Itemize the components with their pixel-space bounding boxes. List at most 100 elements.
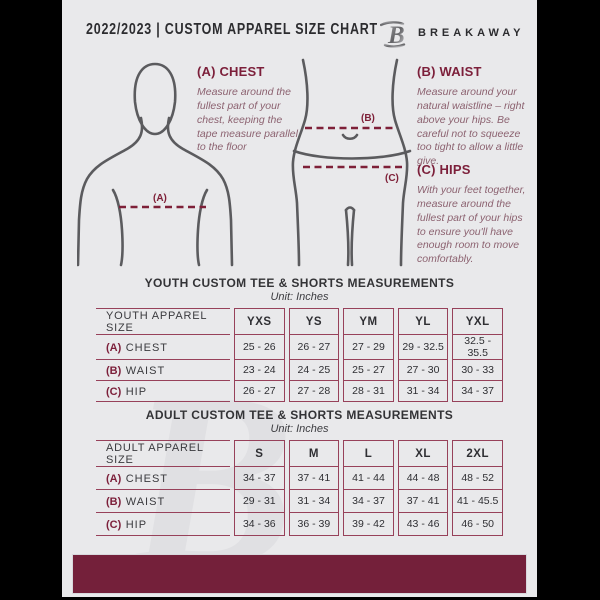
measurement-cell: 31 - 34 <box>288 490 340 513</box>
size-header: M <box>288 440 340 467</box>
waist-instruction-heading: (B) WAIST <box>417 64 482 79</box>
footer-bar <box>72 554 527 594</box>
row-name: WAIST <box>125 496 166 508</box>
chest-instruction-block: (A) CHEST Measure around the fullest par… <box>197 64 303 155</box>
row-name: CHEST <box>125 342 169 354</box>
waist-marker-label: (B) <box>361 113 375 124</box>
measurement-cell: 26 - 27 <box>288 335 340 360</box>
size-header: YXS <box>234 308 285 335</box>
row-prefix: (C) <box>106 519 122 531</box>
brand-lockup: B BREAKAWAY <box>380 18 525 48</box>
size-header: YXL <box>452 308 503 335</box>
size-header: YS <box>288 308 340 335</box>
youth-table-unit: Unit: Inches <box>270 291 329 303</box>
waist-instruction-text: Measure around your natural waistline – … <box>417 86 525 168</box>
row-prefix: (A) <box>106 342 122 354</box>
adult-waist-row: (B) WAIST 29 - 31 31 - 34 34 - 37 37 - 4… <box>96 490 503 513</box>
row-prefix: (B) <box>106 365 122 377</box>
measurement-cell: 41 - 45.5 <box>452 490 503 513</box>
brand-name: BREAKAWAY <box>418 27 525 39</box>
upper-body-diagram: (A) <box>77 62 234 267</box>
youth-table-title: YOUTH CUSTOM TEE & SHORTS MEASUREMENTS <box>144 276 455 290</box>
adult-size-table: ADULT APPAREL SIZE S M L XL 2XL (A) CHES… <box>92 440 507 536</box>
row-prefix: (C) <box>106 386 122 398</box>
chest-marker-label: (A) <box>153 193 167 204</box>
measurement-cell: 41 - 44 <box>343 467 394 490</box>
row-name: WAIST <box>125 365 166 377</box>
row-prefix: (B) <box>106 496 122 508</box>
hips-instruction-block: (C) HIPS With your feet together, measur… <box>417 162 529 267</box>
measurement-cell: 44 - 48 <box>397 467 449 490</box>
breakaway-logo-icon: B <box>380 21 406 48</box>
chest-instruction-heading: (A) CHEST <box>197 64 265 79</box>
row-label: (A) CHEST <box>96 335 230 360</box>
measurement-cell: 34 - 37 <box>234 467 285 490</box>
youth-waist-row: (B) WAIST 23 - 24 24 - 25 25 - 27 27 - 3… <box>96 360 503 381</box>
row-label: (C) HIP <box>96 381 230 402</box>
measurement-cell: 43 - 46 <box>397 513 449 536</box>
measurement-cell: 46 - 50 <box>452 513 503 536</box>
row-label: (A) CHEST <box>96 467 230 490</box>
chest-instruction-text: Measure around the fullest part of your … <box>197 86 298 154</box>
measurement-cell: 37 - 41 <box>397 490 449 513</box>
size-header: YL <box>397 308 449 335</box>
measurement-cell: 27 - 29 <box>343 335 394 360</box>
row-label: (C) HIP <box>96 513 230 536</box>
measurement-cell: 30 - 33 <box>452 360 503 381</box>
row-name: HIP <box>125 386 148 398</box>
crotch-curve <box>344 206 356 212</box>
adult-hip-row: (C) HIP 34 - 36 36 - 39 39 - 42 43 - 46 … <box>96 513 503 536</box>
youth-size-column-header: YOUTH APPAREL SIZE <box>96 308 230 335</box>
size-header: 2XL <box>452 440 503 467</box>
measurement-cell: 27 - 30 <box>397 360 449 381</box>
youth-size-table: YOUTH APPAREL SIZE YXS YS YM YL YXL (A) … <box>92 308 507 402</box>
left-inner-arm-outline <box>111 188 124 267</box>
measurement-cell: 34 - 37 <box>343 490 394 513</box>
row-name: HIP <box>125 519 148 531</box>
measurement-cell: 29 - 31 <box>234 490 285 513</box>
waistband-curve <box>292 149 412 160</box>
adult-chest-row: (A) CHEST 34 - 37 37 - 41 41 - 44 44 - 4… <box>96 467 503 490</box>
adult-table-title: ADULT CUSTOM TEE & SHORTS MEASUREMENTS <box>145 408 454 422</box>
youth-header-row: YOUTH APPAREL SIZE YXS YS YM YL YXL <box>96 308 503 335</box>
size-header: S <box>234 440 285 467</box>
measurement-cell: 39 - 42 <box>343 513 394 536</box>
waist-instruction-block: (B) WAIST Measure around your natural wa… <box>417 64 529 169</box>
measurement-cell: 48 - 52 <box>452 467 503 490</box>
youth-hip-row: (C) HIP 26 - 27 27 - 28 28 - 31 31 - 34 … <box>96 381 503 402</box>
measurement-cell: 24 - 25 <box>288 360 340 381</box>
measurement-cell: 36 - 39 <box>288 513 340 536</box>
hips-instruction-text: With your feet together, measure around … <box>417 184 526 266</box>
measurement-cell: 29 - 32.5 <box>397 335 449 360</box>
left-hip-leg-outline <box>291 58 309 267</box>
left-shoulder-arm-outline <box>77 116 144 267</box>
right-inner-arm-outline <box>196 188 209 267</box>
row-label: (B) WAIST <box>96 490 230 513</box>
svg-text:B: B <box>387 22 405 48</box>
hip-marker-label: (C) <box>385 173 399 184</box>
navel-mark <box>341 133 359 141</box>
measurement-cell: 23 - 24 <box>234 360 285 381</box>
size-header: L <box>343 440 394 467</box>
size-header: YM <box>343 308 394 335</box>
head-outline <box>133 62 177 136</box>
hips-instruction-heading: (C) HIPS <box>417 162 471 177</box>
measurement-cell: 28 - 31 <box>343 381 394 402</box>
measurement-cell: 34 - 36 <box>234 513 285 536</box>
row-prefix: (A) <box>106 473 122 485</box>
measurement-cell: 27 - 28 <box>288 381 340 402</box>
measurement-cell: 31 - 34 <box>397 381 449 402</box>
page-title: 2022/2023 | CUSTOM APPAREL SIZE CHART <box>86 21 378 38</box>
right-hip-leg-outline <box>391 58 409 267</box>
adult-table-unit: Unit: Inches <box>270 423 329 435</box>
lower-body-diagram: (B) (C) <box>291 58 412 267</box>
measurement-cell: 25 - 26 <box>234 335 285 360</box>
right-inner-leg-outline <box>350 208 356 267</box>
youth-chest-row: (A) CHEST 25 - 26 26 - 27 27 - 29 29 - 3… <box>96 335 503 360</box>
adult-header-row: ADULT APPAREL SIZE S M L XL 2XL <box>96 440 503 467</box>
size-chart-page: B 2022/2023 | CUSTOM APPAREL SIZE CHART … <box>62 0 537 597</box>
row-label: (B) WAIST <box>96 360 230 381</box>
size-header: XL <box>397 440 449 467</box>
right-shoulder-arm-outline <box>166 116 234 267</box>
